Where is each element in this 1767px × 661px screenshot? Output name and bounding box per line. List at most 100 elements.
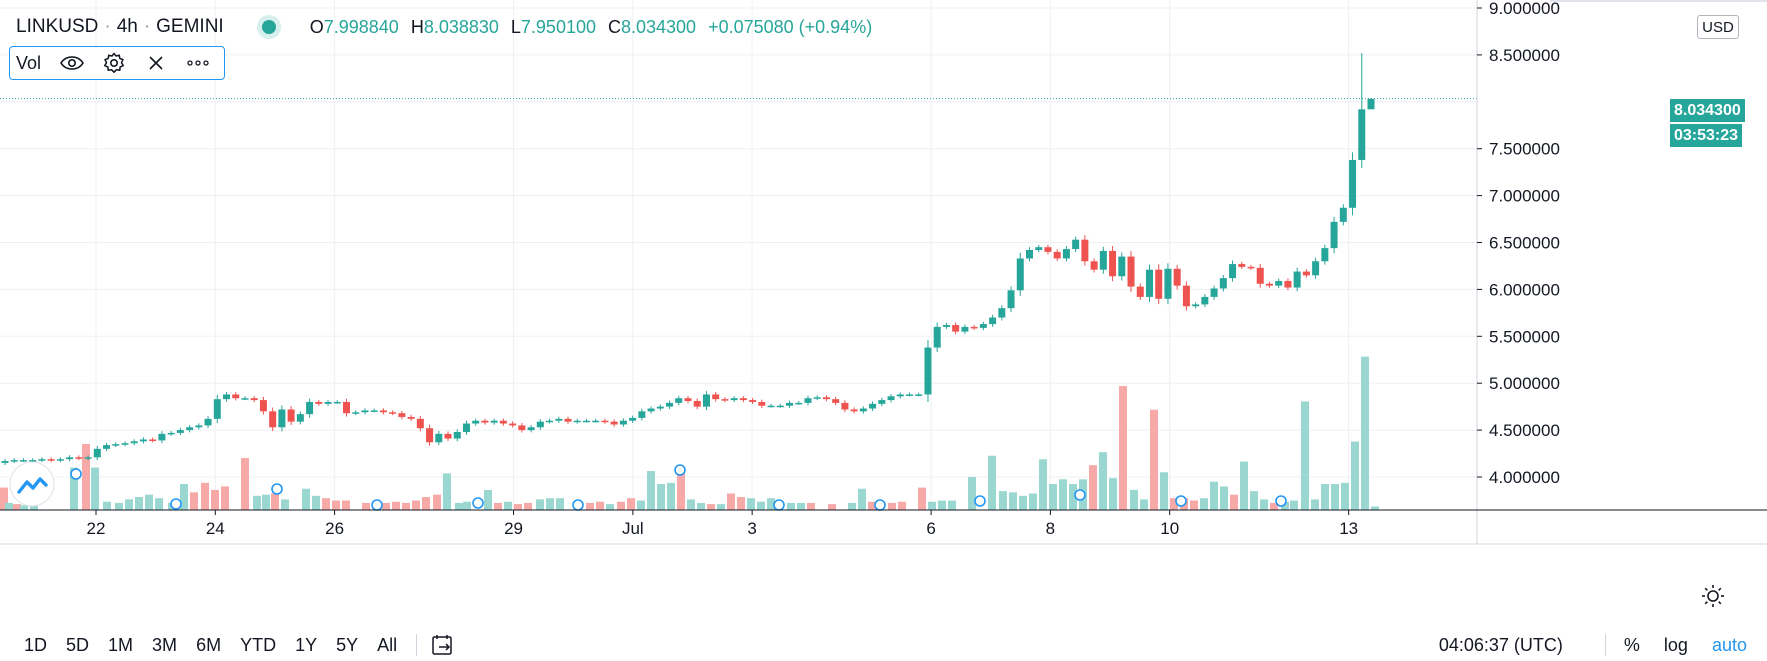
candle <box>1145 264 1153 303</box>
price-chart[interactable]: 4.000000 4.500000 5.000000 5.500000 6.000000… <box>0 0 1767 629</box>
log-toggle[interactable]: log <box>1663 634 1688 655</box>
candle <box>656 404 664 411</box>
candle-body <box>1062 249 1070 259</box>
event-marker-icon[interactable] <box>974 495 986 507</box>
time-tick-label[interactable]: Jul <box>622 519 644 538</box>
time-tick-label[interactable]: 10 <box>1160 519 1179 538</box>
candle <box>1090 258 1098 273</box>
price-tick-label[interactable]: 6.000000 <box>1489 280 1560 299</box>
range-1d[interactable]: 1D <box>24 634 48 655</box>
toolbar-divider <box>1604 634 1606 656</box>
theme-toggle-icon[interactable] <box>1700 583 1726 609</box>
price-tick-label[interactable]: 4.500000 <box>1489 421 1560 440</box>
symbol-header: LINKUSD · 4h · GEMINI O7.998840 H8.03883… <box>16 14 872 40</box>
candle <box>666 400 674 409</box>
event-marker-icon[interactable] <box>472 497 484 509</box>
event-marker-icon[interactable] <box>70 468 82 480</box>
time-tick-label[interactable]: 22 <box>87 519 106 538</box>
event-marker-icon[interactable] <box>674 464 686 476</box>
price-tick-label[interactable]: 7.500000 <box>1489 140 1560 159</box>
volume-bar <box>948 500 956 510</box>
time-tick-label[interactable]: 3 <box>747 519 756 538</box>
tradingview-logo-icon[interactable] <box>9 461 55 507</box>
symbol-name[interactable]: LINKUSD <box>16 16 99 37</box>
event-marker-icon[interactable] <box>271 483 283 495</box>
candle-body <box>610 421 618 425</box>
event-marker-icon[interactable] <box>874 499 886 511</box>
time-tick-label[interactable]: 26 <box>325 519 344 538</box>
volume-bar <box>1311 499 1319 510</box>
range-5y[interactable]: 5Y <box>336 634 359 655</box>
candle-body <box>1284 280 1292 288</box>
time-tick-label[interactable]: 13 <box>1339 519 1358 538</box>
candle <box>564 416 572 424</box>
utc-clock[interactable]: 04:06:37 (UTC) <box>1438 634 1563 655</box>
volume-bar <box>1009 492 1017 510</box>
more-icon[interactable] <box>185 50 211 76</box>
event-markers[interactable] <box>70 464 1287 511</box>
time-tick-label[interactable]: 29 <box>504 519 523 538</box>
range-1m[interactable]: 1M <box>108 634 134 655</box>
range-1y[interactable]: 1Y <box>295 634 318 655</box>
event-marker-icon[interactable] <box>170 498 182 510</box>
candle-body <box>878 400 886 404</box>
time-tick-label[interactable]: 8 <box>1046 519 1055 538</box>
volume-bar <box>422 497 430 510</box>
volume-bar <box>103 501 111 510</box>
candle <box>269 407 277 432</box>
event-marker-icon[interactable] <box>773 499 785 511</box>
price-tick-label[interactable]: 4.000000 <box>1489 468 1560 487</box>
candle <box>1164 263 1172 305</box>
volume-bar <box>1301 401 1309 510</box>
candle <box>1339 204 1347 226</box>
candle <box>213 394 221 424</box>
percent-toggle[interactable]: % <box>1623 634 1640 655</box>
time-axis-ticks[interactable]: 22 24 26 29 Jul 3 6 8 10 13 <box>87 510 1359 538</box>
auto-scale-toggle[interactable]: auto <box>1711 634 1747 655</box>
time-tick-label[interactable]: 24 <box>206 519 225 538</box>
volume-bar <box>888 502 896 510</box>
event-marker-icon[interactable] <box>371 499 383 511</box>
range-3m[interactable]: 3M <box>152 634 178 655</box>
gear-icon[interactable] <box>101 50 127 76</box>
price-tick-label[interactable]: 5.500000 <box>1489 327 1560 346</box>
candle <box>952 322 960 335</box>
volume-bar <box>1039 459 1047 510</box>
candle <box>767 403 775 408</box>
interval-label[interactable]: 4h <box>116 16 138 37</box>
price-tick-label[interactable]: 9.000000 <box>1489 0 1560 18</box>
candle-body <box>509 423 517 426</box>
volume-bar <box>868 501 876 510</box>
range-all[interactable]: All <box>377 634 398 655</box>
event-marker-icon[interactable] <box>1275 495 1287 507</box>
range-5d[interactable]: 5D <box>66 634 90 655</box>
candle-body <box>167 432 175 435</box>
volume-bar <box>727 493 735 510</box>
close-icon[interactable] <box>143 50 169 76</box>
price-tick-label[interactable]: 7.000000 <box>1489 187 1560 206</box>
currency-badge[interactable]: USD <box>1697 15 1739 39</box>
price-tick-label[interactable]: 8.500000 <box>1489 46 1560 65</box>
candle <box>66 455 74 462</box>
range-ytd[interactable]: YTD <box>240 634 277 655</box>
candle-body <box>416 418 424 429</box>
candle-body <box>859 408 867 412</box>
event-marker-icon[interactable] <box>1175 495 1187 507</box>
candle-body <box>915 394 923 396</box>
volume-legend[interactable]: Vol <box>9 46 225 80</box>
eye-icon[interactable] <box>59 50 85 76</box>
range-6m[interactable]: 6M <box>196 634 222 655</box>
exchange-label: GEMINI <box>156 16 224 37</box>
volume-bar <box>737 497 745 510</box>
candle <box>241 396 249 401</box>
candle-body <box>998 308 1006 318</box>
go-to-date-icon[interactable] <box>429 633 457 657</box>
event-marker-icon[interactable] <box>572 499 584 511</box>
time-tick-label[interactable]: 6 <box>926 519 935 538</box>
event-marker-icon[interactable] <box>1074 489 1086 501</box>
candle-body <box>1330 221 1338 249</box>
price-tick-label[interactable]: 6.500000 <box>1489 234 1560 253</box>
price-tick-label[interactable]: 5.000000 <box>1489 374 1560 393</box>
price-axis-ticks[interactable]: 4.000000 4.500000 5.000000 5.500000 6.000000… <box>1477 0 1560 487</box>
